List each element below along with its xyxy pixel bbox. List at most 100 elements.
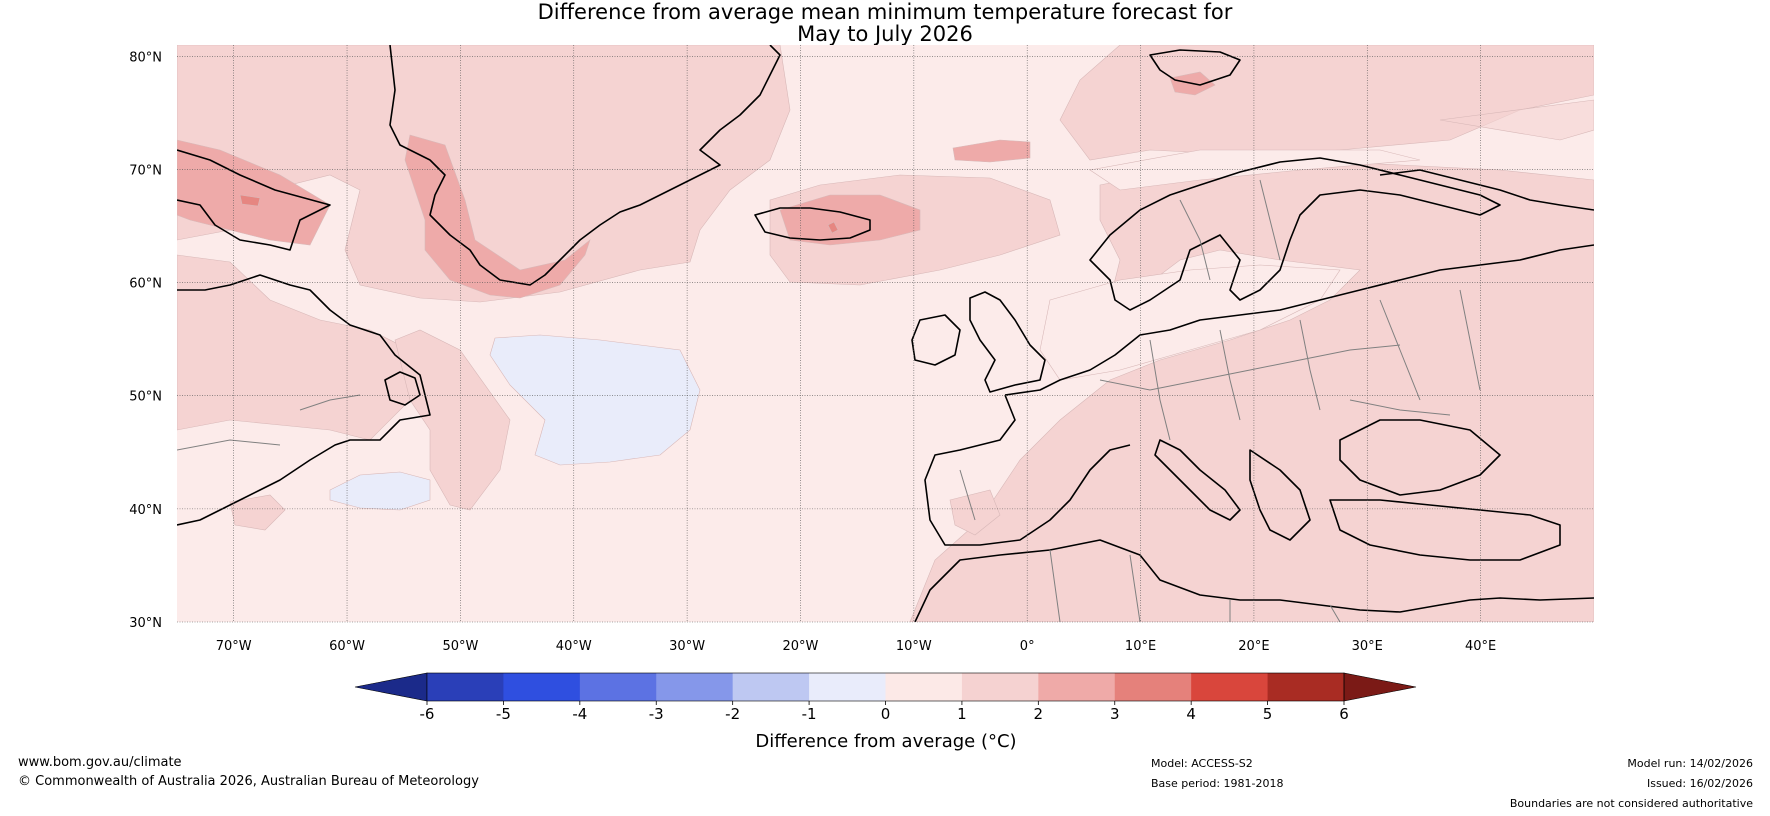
colorbar-tick-label: -3: [649, 705, 664, 723]
colorbar-tick-label: 0: [881, 705, 891, 723]
footer-disclaimer: Boundaries are not considered authoritat…: [1509, 797, 1753, 810]
lon-label: 0°: [1020, 639, 1035, 654]
coastline-russia-arctic: [1379, 169, 1594, 211]
lat-label: 40°N: [129, 503, 162, 518]
colorbar-tick-labels: -6 -5 -4 -3 -2 -1 0 1 2 3 4 5 6: [420, 701, 1349, 723]
colorbar-bin: [579, 673, 657, 701]
colorbar-tick-label: 3: [1110, 705, 1120, 723]
anomaly-region-iberia-small: [949, 489, 1001, 536]
coastline-scandinavia: [1089, 157, 1501, 311]
colorbar-bin: [427, 673, 504, 701]
country-borders: [177, 179, 1481, 622]
lon-label: 40°W: [556, 639, 592, 654]
anomaly-region-iceland-core: [827, 221, 839, 234]
footer-base-period: Base period: 1981-2018: [1151, 777, 1284, 790]
footer-model-run: Model run: 14/02/2026: [1627, 757, 1753, 770]
lat-label: 30°N: [129, 616, 162, 631]
anomaly-region-north-atlantic-patch: [952, 139, 1031, 163]
lat-label: 80°N: [129, 50, 162, 65]
colorbar-bin: [732, 673, 810, 701]
coastline-continental-europe: [1004, 244, 1594, 396]
lon-label: 50°W: [442, 639, 478, 654]
colorbar-tick-label: 6: [1339, 705, 1349, 723]
coastline-labrador: [177, 274, 431, 526]
colorbar-tick-label: 2: [1034, 705, 1044, 723]
lon-label: 20°W: [783, 639, 819, 654]
coastline-north-africa: [914, 539, 1594, 622]
colorbar-tick-label: -6: [420, 705, 435, 723]
chart-title-line-2: May to July 2026: [797, 22, 973, 46]
latitude-labels: 80°N 70°N 60°N 50°N 40°N 30°N: [129, 50, 162, 631]
anomaly-region-greenland-west-coast: [404, 134, 591, 299]
anomaly-region-iceland: [779, 194, 921, 246]
coastline-iberia: [924, 394, 1131, 546]
anomaly-region-mid-atlantic: [394, 329, 511, 511]
border-north-africa: [1049, 549, 1341, 622]
colorbar-tick-label: 1: [957, 705, 967, 723]
colorbar-tick-label: -5: [496, 705, 511, 723]
colorbar-extend-high: [1343, 672, 1417, 702]
colorbar-bin: [1267, 673, 1345, 701]
lon-label: 70°W: [216, 639, 252, 654]
anomaly-region-cool-south: [329, 471, 431, 511]
colorbar-label: Difference from average (°C): [755, 731, 1016, 752]
lon-label: 10°E: [1125, 639, 1156, 654]
footer-issued: Issued: 16/02/2026: [1646, 777, 1753, 790]
colorbar-bin: [809, 673, 886, 701]
gridlines: [177, 45, 1594, 623]
colorbar: [354, 672, 1417, 702]
lon-label: 60°W: [329, 639, 365, 654]
colorbar-bin: [1038, 673, 1116, 701]
lon-label: 20°E: [1238, 639, 1269, 654]
lat-label: 60°N: [129, 277, 162, 292]
anomaly-shading: [177, 45, 1594, 622]
colorbar-bin: [656, 673, 734, 701]
coastline-baffin-island: [177, 149, 331, 251]
colorbar-tick-label: 5: [1263, 705, 1273, 723]
anomaly-region-far-east-top: [1439, 99, 1594, 141]
border-iberia: [959, 469, 976, 521]
coastline-turkey: [1329, 499, 1561, 561]
coastline-iceland: [754, 207, 871, 241]
border-north-america: [177, 394, 361, 451]
colorbar-bin: [503, 673, 581, 701]
border-eastern-europe: [1349, 289, 1481, 416]
lon-label: 40°E: [1465, 639, 1496, 654]
colorbar-tick-label: -4: [572, 705, 587, 723]
longitude-labels: 70°W 60°W 50°W 40°W 30°W 20°W 10°W 0° 10°E 20°E 30…: [216, 639, 1497, 654]
colorbar-tick-label: -1: [802, 705, 817, 723]
colorbar-bin: [1191, 673, 1269, 701]
anomaly-region-south-patch: [229, 494, 286, 531]
lat-label: 70°N: [129, 163, 162, 178]
anomaly-region-arctic-light: [1089, 149, 1421, 191]
colorbar-tick-label: 4: [1186, 705, 1196, 723]
coastline-svalbard: [1149, 49, 1241, 86]
colorbar-bin: [961, 673, 1039, 701]
chart-title-line-1: Difference from average mean minimum tem…: [537, 0, 1233, 24]
coastline-ireland: [911, 314, 961, 366]
footer-copyright: © Commonwealth of Australia 2026, Austra…: [18, 774, 479, 789]
border-scandinavia: [1179, 179, 1281, 281]
anomaly-region-baffin-core: [239, 194, 261, 207]
coastline-italy: [1154, 439, 1241, 521]
footer-website: www.bom.gov.au/climate: [18, 755, 182, 770]
anomaly-region-cool-atlantic: [489, 334, 701, 466]
lon-label: 30°E: [1352, 639, 1383, 654]
coastline-greenland: [389, 45, 781, 286]
colorbar-bin: [1114, 673, 1192, 701]
colorbar-extend-low: [354, 672, 428, 702]
coastline-newfoundland: [384, 371, 421, 406]
coastline-black-sea: [1339, 419, 1501, 496]
lat-label: 50°N: [129, 390, 162, 405]
lon-label: 30°W: [669, 639, 705, 654]
border-central-europe: [1099, 319, 1401, 441]
anomaly-region-baffin: [177, 139, 331, 246]
coastline-balkans-greece: [1249, 449, 1311, 541]
coastlines: [177, 45, 1594, 622]
footer-model: Model: ACCESS-S2: [1151, 757, 1253, 770]
lon-label: 10°W: [896, 639, 932, 654]
coastline-britain: [969, 291, 1046, 393]
colorbar-bin: [885, 673, 963, 701]
colorbar-tick-label: -2: [725, 705, 740, 723]
